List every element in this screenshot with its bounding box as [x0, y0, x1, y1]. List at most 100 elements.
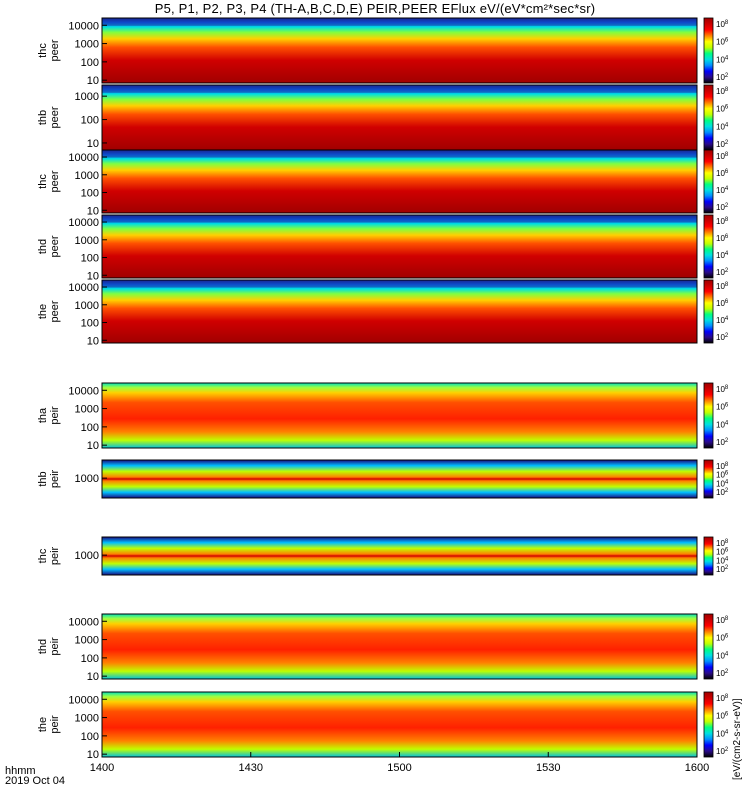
- x-tick-label: 1530: [536, 762, 560, 774]
- colorbar: [703, 84, 714, 151]
- y-tick-label: 100: [81, 57, 99, 69]
- colorbar-tick-label: 106: [716, 38, 729, 47]
- spectrogram-panel: [102, 150, 697, 213]
- y-tick-label: 1000: [75, 170, 99, 182]
- colorbar: [703, 613, 714, 680]
- colorbar: [703, 459, 714, 499]
- spectrogram-panel: [102, 215, 697, 278]
- x-tick-label: 1600: [685, 762, 709, 774]
- colorbar-tick-label: 108: [716, 462, 729, 471]
- y-tick-label: 1000: [75, 473, 99, 485]
- colorbar-tick-label: 106: [716, 403, 729, 412]
- panel-ylabel: peer: [49, 106, 61, 128]
- colorbar-tick-label: 102: [716, 73, 729, 82]
- spectrogram-panel: [102, 18, 697, 83]
- colorbar-tick-label: 108: [716, 694, 729, 703]
- colorbar: [703, 382, 714, 449]
- y-tick-label: 1000: [75, 550, 99, 562]
- spectrogram-panel: [102, 383, 697, 448]
- spectrogram-panel: [102, 85, 697, 150]
- noise-band: [102, 215, 697, 223]
- colorbar-tick-label: 104: [716, 55, 729, 64]
- y-tick-label: 10000: [68, 152, 99, 164]
- panel-ylabel: thc: [37, 174, 49, 189]
- panel-ylabel: thd: [37, 239, 49, 254]
- spectrogram-panel: [102, 460, 697, 498]
- colorbar-tick-label: 102: [716, 438, 729, 447]
- panel-ylabel: the: [37, 717, 49, 732]
- colorbar-tick-label: 104: [716, 251, 729, 260]
- y-tick-label: 10000: [68, 282, 99, 294]
- colorbar-tick-label: 106: [716, 548, 729, 557]
- y-tick-label: 10000: [68, 385, 99, 397]
- colorbar-units-label: [eV/(cm2-s-sr-eV)]: [732, 698, 743, 780]
- colorbar-tick-label: 104: [716, 729, 729, 738]
- panel-ylabel: peer: [49, 300, 61, 322]
- colorbar-tick-label: 102: [716, 488, 729, 497]
- colorbar-tick-label: 108: [716, 20, 729, 29]
- panel-ylabel: peir: [49, 637, 61, 656]
- y-tick-label: 10: [87, 75, 99, 87]
- y-tick-label: 10: [87, 335, 99, 347]
- colorbar-tick-label: 104: [716, 651, 729, 660]
- panel-frame: [101, 536, 698, 576]
- colorbar-tick-label: 106: [716, 169, 729, 178]
- y-tick-label: 100: [81, 653, 99, 665]
- y-tick-label: 10: [87, 270, 99, 282]
- y-tick-label: 10000: [68, 694, 99, 706]
- colorbar: [703, 149, 714, 214]
- colorbar: [703, 691, 714, 758]
- colorbar: [703, 17, 714, 84]
- colorbar-tick-label: 102: [716, 333, 729, 342]
- y-tick-label: 10: [87, 138, 99, 150]
- panel-ylabel: peer: [49, 39, 61, 61]
- y-tick-label: 1000: [75, 39, 99, 51]
- y-tick-label: 1000: [75, 235, 99, 247]
- y-tick-label: 10: [87, 205, 99, 217]
- colorbar-tick-label: 104: [716, 479, 729, 488]
- colorbar: [703, 279, 714, 344]
- x-tick-label: 1400: [90, 762, 114, 774]
- panel-frame: [101, 214, 698, 279]
- y-tick-label: 1000: [75, 635, 99, 647]
- colorbar: [703, 214, 714, 279]
- colorbar-tick-label: 102: [716, 669, 729, 678]
- y-tick-label: 10000: [68, 20, 99, 32]
- y-tick-label: 10: [87, 749, 99, 761]
- noise-band: [102, 85, 697, 93]
- time-axis-unit-label: hhmm: [5, 765, 36, 777]
- y-tick-label: 100: [81, 422, 99, 434]
- panel-frame: [101, 17, 698, 84]
- colorbar-tick-label: 106: [716, 105, 729, 114]
- colorbar-tick-label: 102: [716, 747, 729, 756]
- colorbar-tick-label: 106: [716, 299, 729, 308]
- colorbar-tick-label: 108: [716, 539, 729, 548]
- colorbar-tick-label: 102: [716, 268, 729, 277]
- colorbar-tick-label: 104: [716, 316, 729, 325]
- panel-frame: [101, 382, 698, 449]
- spectrogram-panel: [102, 280, 697, 343]
- y-tick-label: 10: [87, 671, 99, 683]
- panel-ylabel: thc: [37, 43, 49, 58]
- colorbar-tick-label: 104: [716, 186, 729, 195]
- y-tick-label: 10: [87, 440, 99, 452]
- colorbar-tick-label: 106: [716, 712, 729, 721]
- colorbar-tick-label: 104: [716, 556, 729, 565]
- panel-frame: [101, 279, 698, 344]
- y-tick-label: 10000: [68, 217, 99, 229]
- colorbar-tick-label: 106: [716, 234, 729, 243]
- y-tick-label: 100: [81, 188, 99, 200]
- noise-band: [102, 280, 697, 288]
- colorbar-tick-label: 108: [716, 217, 729, 226]
- panel-ylabel: peir: [49, 406, 61, 425]
- colorbar-tick-label: 108: [716, 616, 729, 625]
- y-tick-label: 100: [81, 731, 99, 743]
- panel-ylabel: peir: [49, 546, 61, 565]
- panel-ylabel: peer: [49, 235, 61, 257]
- panel-ylabel: tha: [37, 407, 49, 423]
- y-tick-label: 1000: [75, 91, 99, 103]
- y-tick-label: 100: [81, 318, 99, 330]
- panel-ylabel: peir: [49, 469, 61, 488]
- colorbar-tick-label: 102: [716, 565, 729, 574]
